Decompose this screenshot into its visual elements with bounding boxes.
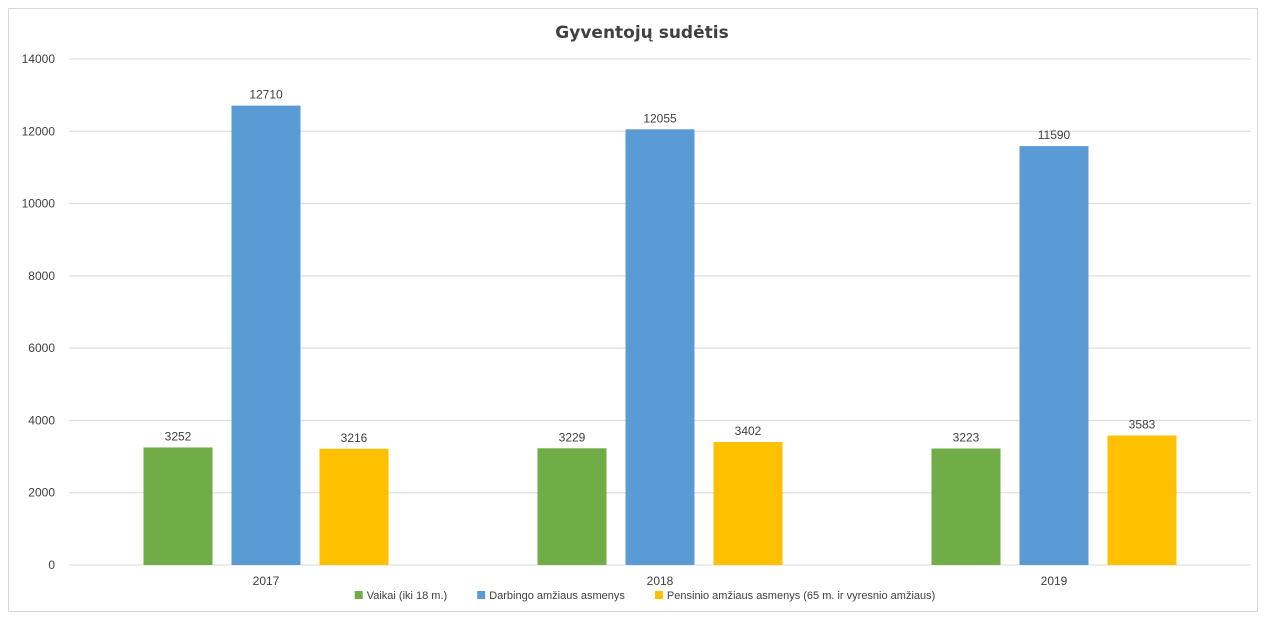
data-label: 12710 bbox=[249, 88, 283, 102]
legend-swatch bbox=[477, 591, 486, 599]
bar bbox=[143, 447, 213, 565]
bar bbox=[625, 129, 695, 565]
x-category-label: 2017 bbox=[253, 574, 280, 588]
bar bbox=[1019, 146, 1089, 565]
x-category-label: 2018 bbox=[647, 574, 674, 588]
y-tick-label: 12000 bbox=[22, 124, 56, 138]
x-axis-categories: 2017 2018 2019 bbox=[253, 574, 1068, 588]
y-tick-label: 0 bbox=[48, 558, 55, 572]
data-label: 3252 bbox=[165, 429, 192, 443]
y-axis-ticks: 0 2000 4000 6000 8000 10000 12000 14000 bbox=[22, 52, 56, 572]
y-tick-label: 6000 bbox=[28, 341, 55, 355]
legend-item: Darbingo amžiaus asmenys bbox=[477, 590, 625, 602]
data-label: 3583 bbox=[1129, 418, 1156, 432]
chart-title: Gyventojų sudėtis bbox=[555, 23, 728, 43]
y-tick-label: 2000 bbox=[28, 486, 55, 500]
bar-chart: Gyventojų sudėtis 0 2000 4000 6000 8000 10000… bbox=[22, 23, 1251, 602]
legend-item: Vaikai (iki 18 m.) bbox=[354, 590, 447, 602]
bar bbox=[1107, 435, 1177, 565]
chart-area: Gyventojų sudėtis 0 2000 4000 6000 8000 10000… bbox=[8, 8, 1258, 612]
bar bbox=[931, 448, 1001, 565]
y-tick-label: 4000 bbox=[28, 413, 55, 427]
legend: Vaikai (iki 18 m.) Darbingo amžiaus asmen… bbox=[354, 590, 935, 602]
legend-label: Darbingo amžiaus asmenys bbox=[489, 590, 625, 602]
data-label: 3223 bbox=[953, 431, 980, 445]
bar bbox=[713, 442, 783, 565]
legend-swatch bbox=[654, 591, 663, 599]
bar bbox=[231, 105, 301, 566]
x-category-label: 2019 bbox=[1041, 574, 1068, 588]
data-label: 3229 bbox=[559, 430, 586, 444]
data-labels: 3252 12710 3216 3229 12055 3402 3223 11590 3583 bbox=[165, 88, 1156, 445]
data-label: 3216 bbox=[341, 431, 368, 445]
bar bbox=[537, 448, 607, 565]
legend-label: Pensinio amžiaus asmenys (65 m. ir vyres… bbox=[667, 590, 935, 602]
data-label: 12055 bbox=[643, 111, 677, 125]
legend-item: Pensinio amžiaus asmenys (65 m. ir vyres… bbox=[654, 590, 935, 602]
bars bbox=[143, 105, 1177, 566]
data-label: 11590 bbox=[1038, 128, 1071, 142]
bar bbox=[319, 448, 389, 565]
y-tick-label: 8000 bbox=[28, 269, 55, 283]
y-tick-label: 10000 bbox=[22, 197, 56, 211]
legend-label: Vaikai (iki 18 m.) bbox=[367, 590, 447, 602]
data-label: 3402 bbox=[735, 424, 762, 438]
y-tick-label: 14000 bbox=[22, 52, 56, 66]
legend-swatch bbox=[354, 591, 363, 599]
